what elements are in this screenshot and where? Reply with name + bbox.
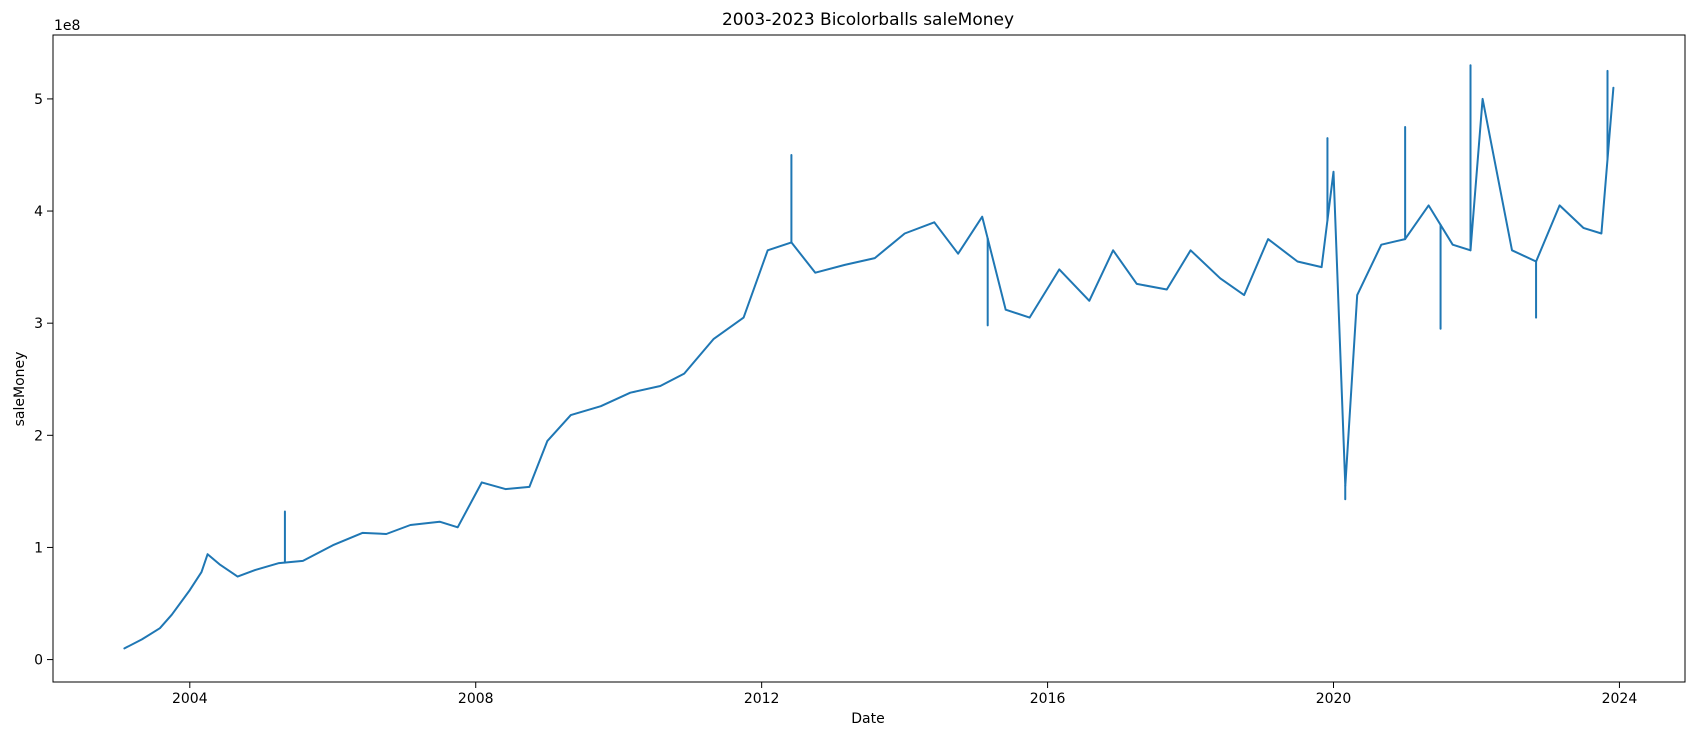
y-tick-label: 0 (34, 653, 43, 669)
y-tick-label: 3 (34, 316, 43, 332)
chart-title: 2003-2023 Bicolorballs saleMoney (722, 10, 1014, 30)
x-tick-label: 2016 (1030, 691, 1066, 707)
x-tick-label: 2024 (1602, 691, 1638, 707)
y-tick-label: 1 (34, 540, 43, 556)
y-tick-label: 5 (34, 92, 43, 108)
axis-ticks: 2004 2008 2012 2016 2020 2024 0 1 2 3 4 5 (34, 92, 1637, 707)
x-tick-label: 2008 (458, 691, 494, 707)
series-layer (123, 64, 1615, 650)
series-line (123, 86, 1615, 650)
x-tick-label: 2004 (172, 691, 208, 707)
x-tick-label: 2020 (1316, 691, 1352, 707)
y-axis-label: saleMoney (12, 352, 28, 427)
y-tick-label: 4 (34, 204, 43, 220)
plot-frame (52, 34, 1686, 683)
y-scale-label: 1e8 (54, 18, 80, 34)
y-tick-label: 2 (34, 428, 43, 444)
x-tick-label: 2012 (744, 691, 780, 707)
x-axis-label: Date (851, 711, 884, 727)
